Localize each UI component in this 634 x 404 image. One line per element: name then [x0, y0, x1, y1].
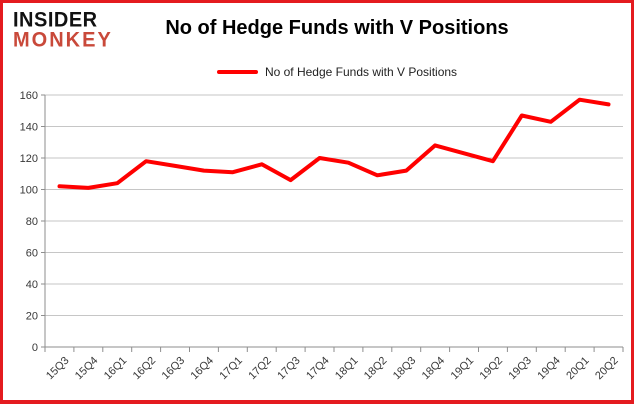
- legend-label: No of Hedge Funds with V Positions: [264, 65, 458, 79]
- x-axis-label: 19Q4: [535, 355, 563, 383]
- x-axis-label: 19Q2: [478, 355, 506, 383]
- legend-line-swatch: [216, 70, 258, 74]
- x-axis-label: 19Q1: [449, 355, 477, 383]
- x-axis-label: 17Q2: [246, 355, 274, 383]
- x-axis-label: 15Q4: [73, 355, 101, 383]
- x-axis-label: 18Q4: [420, 355, 448, 383]
- x-axis-label: 15Q3: [44, 355, 72, 383]
- x-axis-label: 16Q1: [102, 355, 130, 383]
- x-axis-label: 16Q2: [131, 355, 159, 383]
- y-axis-label: 60: [26, 248, 38, 260]
- x-axis-label: 16Q3: [160, 355, 188, 383]
- y-axis-label: 20: [26, 311, 38, 323]
- y-axis-label: 160: [20, 90, 38, 102]
- x-axis-label: 16Q4: [189, 355, 217, 383]
- y-axis-label: 100: [20, 185, 38, 197]
- x-axis-label: 19Q3: [506, 355, 534, 383]
- x-axis-label: 17Q1: [217, 355, 245, 383]
- series-line: [57, 97, 611, 190]
- x-axis-label: 17Q3: [275, 355, 303, 383]
- x-axis-label: 17Q4: [304, 355, 332, 383]
- y-axis-label: 0: [32, 342, 38, 354]
- x-axis-label: 20Q1: [564, 355, 592, 383]
- y-axis-label: 40: [26, 279, 38, 291]
- logo-line-monkey: MONKEY: [13, 28, 113, 52]
- y-axis-label: 120: [20, 153, 38, 165]
- y-axis-label: 140: [20, 122, 38, 134]
- x-axis-label: 20Q2: [593, 355, 621, 383]
- legend: No of Hedge Funds with V Positions: [43, 65, 631, 79]
- insider-monkey-logo: INSIDER MONKEY: [13, 8, 113, 52]
- x-axis-label: 18Q1: [333, 355, 361, 383]
- y-axis-label: 80: [26, 216, 38, 228]
- x-axis-label: 18Q2: [362, 355, 390, 383]
- logo-line-insider: INSIDER: [13, 8, 98, 32]
- chart-title: No of Hedge Funds with V Positions: [165, 17, 509, 39]
- x-axis-label: 18Q3: [391, 355, 419, 383]
- title-row: No of Hedge Funds with V Positions: [43, 17, 631, 40]
